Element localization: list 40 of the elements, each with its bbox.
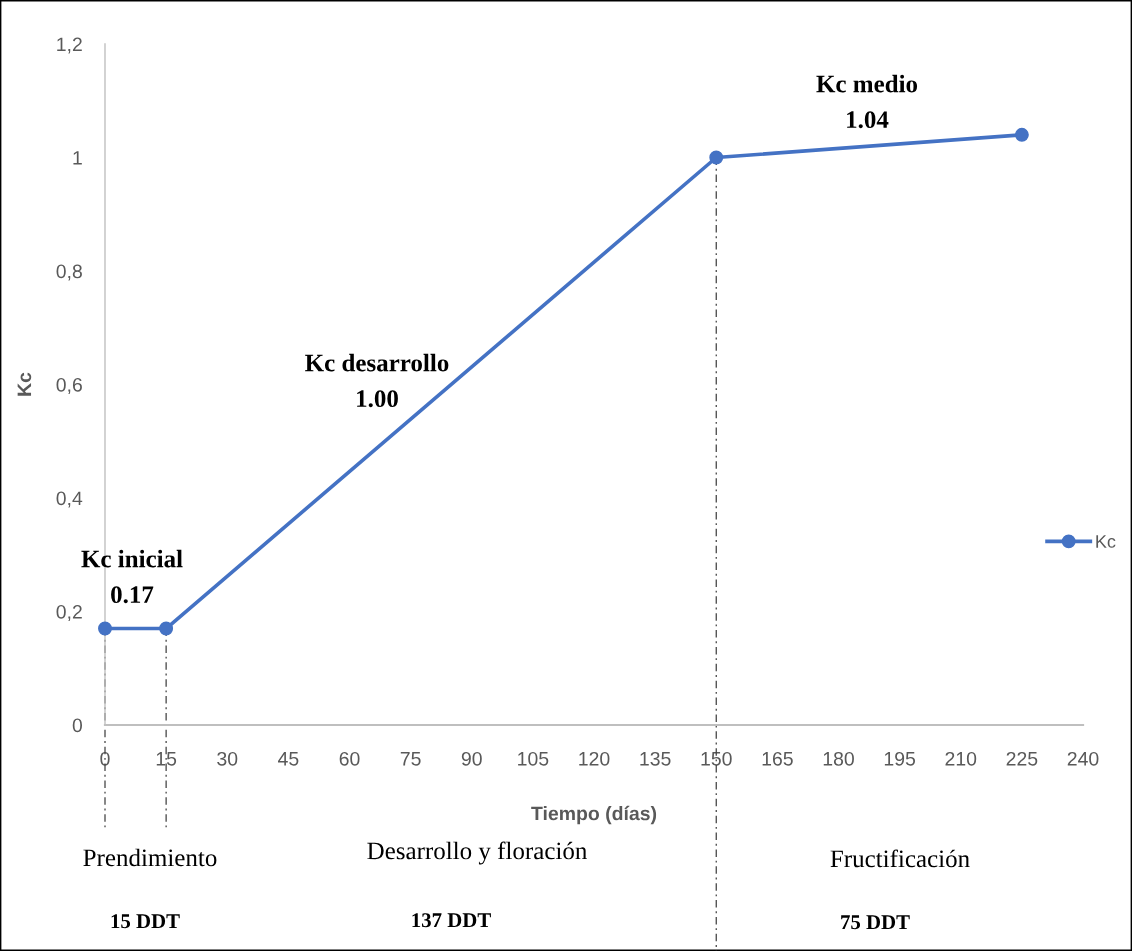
text: Desarrollo y floración <box>367 841 587 865</box>
text: Prendimiento <box>83 848 217 867</box>
y-tick-label: 1 <box>73 151 82 165</box>
x-tick-label: 75 <box>400 752 421 766</box>
x-tick-label: 135 <box>640 751 671 766</box>
annotation: Kc desarrollo 1.00 <box>305 353 449 408</box>
point <box>98 621 112 636</box>
y-axis-title: Kc <box>17 372 32 396</box>
annotation: Kc inicial 0.17 <box>81 549 183 604</box>
x-tick-label: 240 <box>1067 751 1099 766</box>
point <box>709 150 724 165</box>
x-tick-label: 150 <box>701 751 732 766</box>
x-tick-label: 90 <box>461 751 482 766</box>
y-tick-label: 0,2 <box>56 604 82 622</box>
y-tick-label: 0 <box>72 718 83 733</box>
x-tick-label: 30 <box>217 751 238 766</box>
text: 15 DDT <box>111 914 180 929</box>
x-tick-label: 225 <box>1006 751 1038 766</box>
y-tick-label: 1,2 <box>57 37 82 54</box>
x-tick-label: 105 <box>518 751 549 766</box>
x-tick-label: 45 <box>278 752 299 766</box>
text: Fructificación <box>830 849 970 868</box>
y-tick-label: 0,4 <box>56 491 83 508</box>
annotation: Kc medio 1.04 <box>816 74 918 129</box>
x-tick-label: 210 <box>945 751 977 766</box>
x-axis-title: Tiempo (días) <box>531 805 657 825</box>
text: 75 DDT <box>841 915 910 930</box>
x-tick-label: 180 <box>823 751 854 766</box>
point <box>1014 127 1029 142</box>
x-tick-label: 15 <box>156 752 177 766</box>
x-tick-label: 165 <box>762 751 793 766</box>
x-tick-label: 195 <box>884 751 916 766</box>
y-tick-label: 0,6 <box>56 377 82 395</box>
x-tick-label: 0 <box>100 751 110 766</box>
y-tick-label: 0,8 <box>56 264 82 281</box>
point <box>159 621 174 636</box>
x-tick-label: 60 <box>339 751 360 766</box>
x-tick-label: 120 <box>579 751 610 766</box>
text: 137 DDT <box>412 913 491 928</box>
legend-label: Kc <box>1096 535 1116 548</box>
